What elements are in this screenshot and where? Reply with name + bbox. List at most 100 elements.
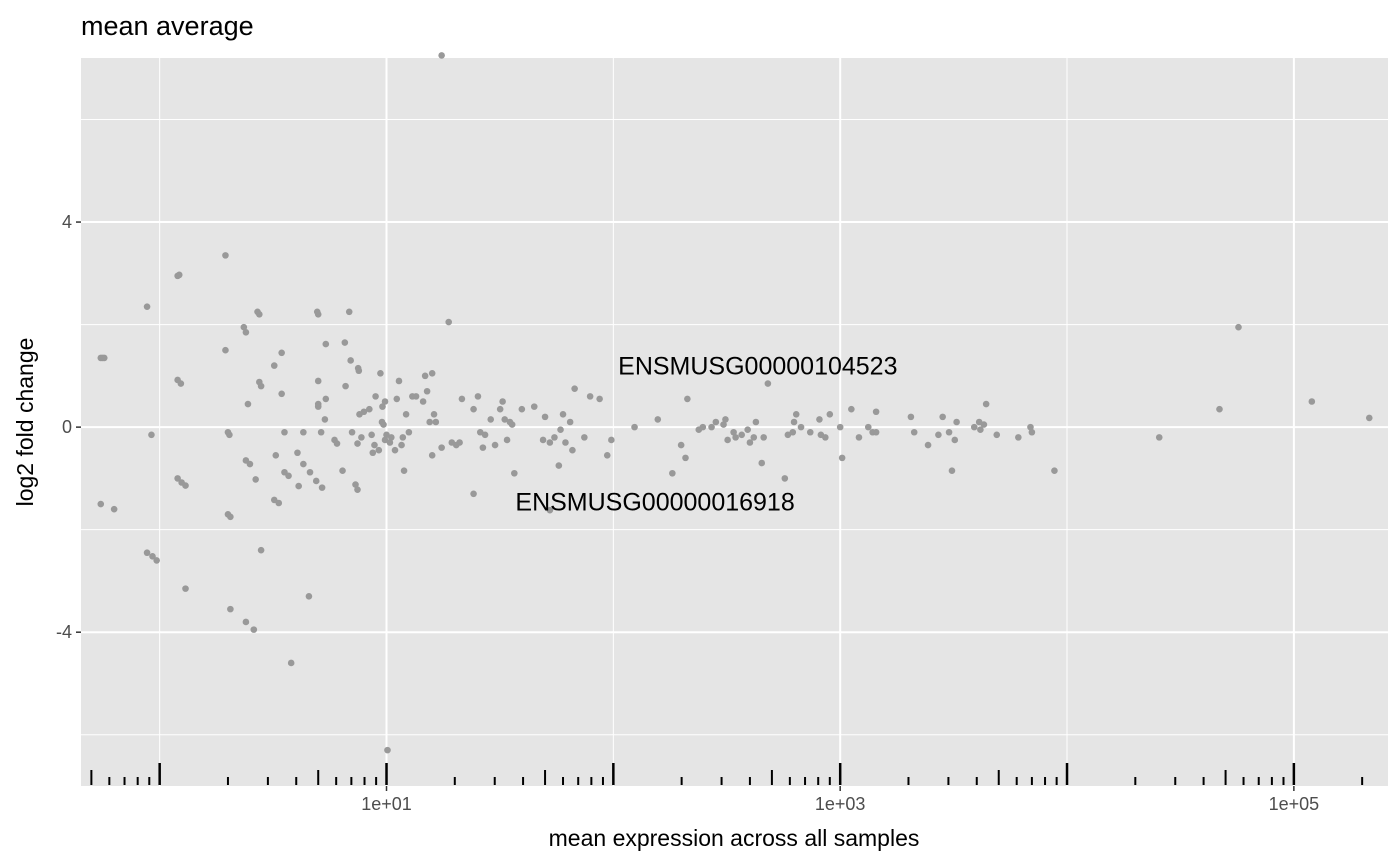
data-point: [730, 428, 737, 436]
data-point: [541, 413, 549, 421]
data-points: [97, 52, 1373, 754]
data-point: [318, 484, 326, 491]
data-point: [746, 439, 754, 446]
data-point: [321, 416, 329, 423]
data-point: [518, 405, 526, 413]
x-tick-label: 1e+05: [1269, 794, 1320, 814]
data-point: [339, 467, 346, 475]
data-point: [551, 434, 558, 441]
data-point: [423, 387, 431, 395]
data-point: [708, 423, 715, 431]
data-point: [1235, 323, 1242, 331]
data-point: [487, 416, 495, 423]
data-point: [456, 439, 463, 446]
data-point: [562, 439, 569, 446]
y-tick-label: 4: [62, 212, 72, 232]
data-point: [372, 393, 379, 400]
data-point: [386, 439, 394, 446]
data-point: [242, 328, 250, 336]
data-point: [148, 431, 155, 439]
data-point: [242, 618, 250, 626]
data-point: [375, 446, 383, 454]
data-point: [377, 369, 384, 377]
data-point: [458, 395, 466, 403]
data-point: [432, 418, 440, 426]
data-point: [977, 426, 984, 433]
data-point: [278, 390, 285, 398]
y-axis: -4 0 4: [56, 212, 81, 642]
data-point: [792, 411, 800, 418]
gene-label: ENSMUSG00000104523: [618, 353, 897, 381]
data-point: [222, 252, 229, 259]
data-point: [110, 505, 118, 513]
data-point: [669, 469, 676, 477]
data-point: [939, 413, 946, 421]
data-point: [511, 469, 518, 477]
data-point: [438, 52, 445, 59]
data-point: [750, 434, 758, 441]
data-point: [312, 477, 320, 485]
data-point: [438, 444, 445, 451]
data-point: [305, 593, 313, 600]
data-point: [872, 408, 880, 416]
data-point: [287, 659, 295, 667]
major-gridlines: [81, 58, 1388, 786]
data-point: [252, 476, 259, 483]
data-point: [369, 449, 377, 457]
data-point: [355, 367, 363, 375]
data-point: [760, 434, 767, 441]
plot-panel: [81, 58, 1388, 786]
data-point: [935, 431, 942, 439]
data-point: [571, 385, 578, 392]
data-point: [428, 369, 436, 377]
data-point: [581, 434, 588, 441]
data-point: [806, 428, 814, 436]
data-point: [246, 460, 254, 468]
data-point: [566, 418, 574, 426]
data-point: [300, 428, 307, 436]
data-point: [682, 454, 689, 462]
data-point: [222, 346, 229, 354]
data-point: [470, 405, 477, 413]
data-point: [270, 362, 278, 369]
x-tick-label: 1e+01: [361, 794, 412, 814]
data-point: [744, 426, 751, 433]
data-point: [354, 486, 361, 493]
data-point: [347, 357, 354, 364]
data-point: [970, 423, 978, 431]
data-point: [948, 467, 956, 475]
data-point: [781, 475, 789, 482]
data-point: [445, 318, 452, 326]
y-tick-label: 0: [62, 417, 72, 437]
data-point: [479, 444, 487, 451]
data-point: [368, 431, 375, 439]
data-point: [412, 393, 420, 400]
data-point: [428, 452, 436, 459]
data-point: [398, 441, 405, 449]
data-point: [546, 506, 554, 514]
data-point: [1027, 423, 1034, 431]
data-point: [426, 418, 433, 426]
data-point: [322, 340, 330, 348]
data-point: [174, 475, 181, 482]
data-point: [838, 454, 846, 462]
data-point: [143, 303, 151, 310]
data-point: [738, 431, 746, 439]
data-point: [508, 421, 516, 428]
data-point: [306, 468, 314, 476]
data-point: [848, 405, 855, 413]
data-point: [354, 440, 361, 447]
data-point: [244, 400, 252, 408]
data-point: [907, 413, 915, 421]
chart-title: mean average: [81, 11, 254, 41]
data-point: [366, 405, 373, 413]
data-point: [476, 428, 484, 436]
data-point: [603, 452, 611, 459]
gene-label: ENSMUSG00000016918: [515, 488, 794, 516]
data-point: [499, 398, 506, 405]
data-point: [722, 416, 729, 423]
data-point: [982, 400, 990, 408]
data-point: [712, 418, 720, 426]
data-point: [391, 446, 399, 454]
